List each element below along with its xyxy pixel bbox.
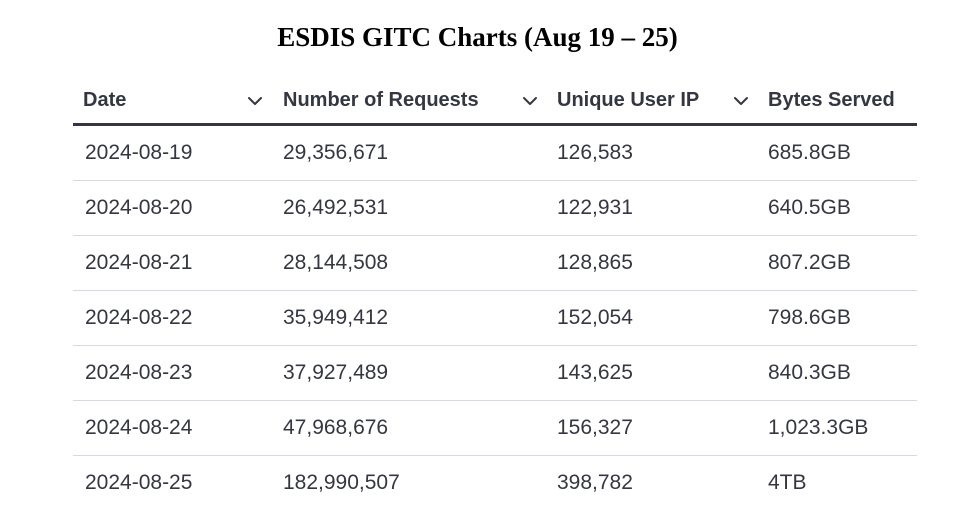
chevron-down-icon[interactable]	[246, 78, 264, 123]
cell-unique-ip: 126,583	[557, 141, 633, 164]
cell-bytes: 640.5GB	[768, 196, 851, 219]
cell-requests: 47,968,676	[283, 416, 389, 439]
table-row: 2024-08-21 28,144,508 128,865 807.2GB	[73, 236, 917, 291]
cell-bytes: 798.6GB	[768, 306, 851, 329]
column-header-date: Date	[83, 89, 127, 111]
cell-bytes: 807.2GB	[768, 251, 851, 274]
cell-requests: 26,492,531	[283, 196, 389, 219]
chevron-down-icon[interactable]	[732, 78, 750, 123]
chevron-down-icon[interactable]	[521, 78, 539, 123]
cell-bytes: 840.3GB	[768, 361, 851, 384]
cell-date: 2024-08-22	[85, 306, 193, 329]
cell-unique-ip: 122,931	[557, 196, 633, 219]
cell-date: 2024-08-21	[85, 251, 193, 274]
cell-requests: 37,927,489	[283, 361, 389, 384]
cell-bytes: 1,023.3GB	[768, 416, 869, 439]
cell-unique-ip: 398,782	[557, 471, 633, 494]
cell-date: 2024-08-24	[85, 416, 193, 439]
table-row: 2024-08-20 26,492,531 122,931 640.5GB	[73, 181, 917, 236]
cell-bytes: 4TB	[768, 471, 807, 494]
cell-bytes: 685.8GB	[768, 141, 851, 164]
table-header: Date Number of Requests Unique User IP B…	[73, 78, 917, 126]
column-header-unique-user-ip: Unique User IP	[557, 89, 700, 111]
cell-requests: 182,990,507	[283, 471, 400, 494]
table-row: 2024-08-19 29,356,671 126,583 685.8GB	[73, 126, 917, 181]
cell-date: 2024-08-19	[85, 141, 193, 164]
cell-unique-ip: 143,625	[557, 361, 633, 384]
cell-requests: 28,144,508	[283, 251, 389, 274]
page-title: ESDIS GITC Charts (Aug 19 – 25)	[277, 22, 678, 52]
data-table: Date Number of Requests Unique User IP B…	[73, 78, 917, 510]
table-row: 2024-08-22 35,949,412 152,054 798.6GB	[73, 291, 917, 346]
table-row: 2024-08-24 47,968,676 156,327 1,023.3GB	[73, 401, 917, 456]
cell-requests: 35,949,412	[283, 306, 389, 329]
cell-date: 2024-08-23	[85, 361, 193, 384]
cell-unique-ip: 156,327	[557, 416, 633, 439]
cell-requests: 29,356,671	[283, 141, 389, 164]
column-header-number-of-requests: Number of Requests	[283, 89, 479, 111]
cell-date: 2024-08-20	[85, 196, 193, 219]
cell-date: 2024-08-25	[85, 471, 193, 494]
cell-unique-ip: 152,054	[557, 306, 633, 329]
column-header-bytes-served: Bytes Served	[768, 89, 895, 111]
table-row: 2024-08-25 182,990,507 398,782 4TB	[73, 456, 917, 510]
cell-unique-ip: 128,865	[557, 251, 633, 274]
table-row: 2024-08-23 37,927,489 143,625 840.3GB	[73, 346, 917, 401]
